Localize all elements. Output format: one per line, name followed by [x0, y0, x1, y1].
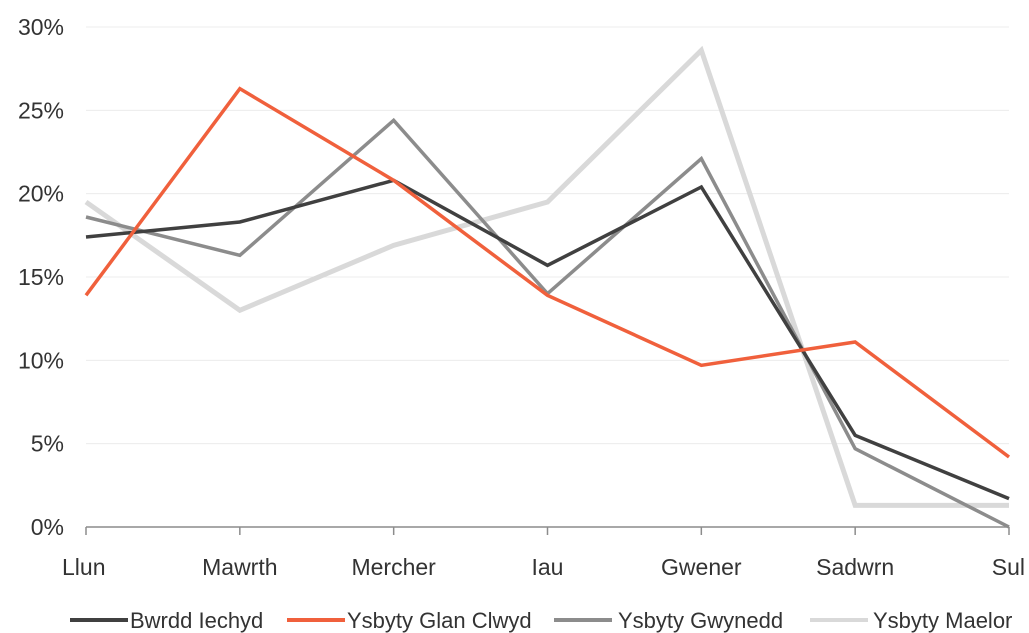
- legend: Bwrdd Iechyd Ysbyty Glan Clwyd Ysbyty Gwyn…: [70, 608, 1012, 633]
- series-line-ysbyty-gwynedd: [85, 117, 1010, 529]
- legend-label: Ysbyty Glan Clwyd: [347, 608, 532, 633]
- x-axis-tick-labels: Llun Mawrth Mercher Iau Gwener Sadwrn Sul: [62, 554, 1025, 580]
- series-lines: [84, 45, 1011, 529]
- gridlines: [86, 26, 1009, 445]
- y-tick-label: 20%: [18, 181, 64, 207]
- x-tick-label: Llun: [62, 554, 105, 580]
- y-tick-label: 25%: [18, 97, 64, 123]
- x-tick-label: Gwener: [661, 554, 742, 580]
- series-line-ysbyty-maelor: [84, 45, 1009, 508]
- series-line-ysbyty-glan-clwyd: [84, 86, 1011, 459]
- y-axis-tick-labels: 0% 5% 10% 15% 20% 25% 30%: [18, 14, 64, 540]
- x-tick-label: Sul: [992, 554, 1025, 580]
- legend-item: Ysbyty Gwynedd: [554, 608, 783, 633]
- x-tick-label: Mawrth: [202, 554, 277, 580]
- legend-label: Bwrdd Iechyd: [130, 608, 263, 633]
- x-tick-label: Mercher: [351, 554, 436, 580]
- y-tick-label: 10%: [18, 347, 64, 373]
- legend-label: Ysbyty Gwynedd: [618, 608, 783, 633]
- y-tick-label: 15%: [18, 264, 64, 290]
- x-axis: [85, 526, 1010, 535]
- x-tick-label: Sadwrn: [816, 554, 894, 580]
- x-tick-label: Iau: [532, 554, 564, 580]
- legend-item: Bwrdd Iechyd: [70, 608, 263, 633]
- legend-item: Ysbyty Glan Clwyd: [287, 608, 532, 633]
- legend-item: Ysbyty Maelor: [810, 608, 1012, 633]
- y-tick-label: 30%: [18, 14, 64, 40]
- series-line-bwrdd-iechyd: [85, 178, 1010, 501]
- y-tick-label: 0%: [31, 514, 64, 540]
- legend-label: Ysbyty Maelor: [873, 608, 1012, 633]
- y-tick-label: 5%: [31, 431, 64, 457]
